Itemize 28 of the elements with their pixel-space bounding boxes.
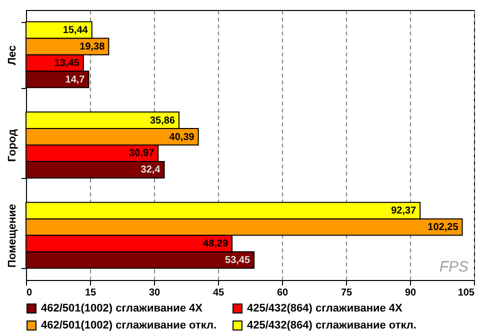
x-axis-title: FPS bbox=[439, 258, 468, 276]
data-label: 19,38 bbox=[80, 41, 106, 52]
x-tick-label: 15 bbox=[84, 288, 96, 298]
x-tick-label: 60 bbox=[276, 288, 288, 298]
x-tick-label: 0 bbox=[26, 288, 32, 298]
legend-label: 462/501(1002) сглаживание откл. bbox=[41, 320, 217, 332]
data-label: 32,4 bbox=[140, 164, 161, 176]
data-label: 92,37 bbox=[391, 206, 417, 217]
legend-label: 425/432(864) сглаживание 4X bbox=[247, 302, 404, 315]
x-tick-label: 90 bbox=[404, 288, 416, 298]
data-label: 48,29 bbox=[203, 238, 228, 250]
data-label: 35,86 bbox=[150, 115, 176, 126]
y-tick-label: Город bbox=[6, 129, 18, 162]
x-tick-label: 45 bbox=[212, 288, 224, 298]
data-label: 13,45 bbox=[54, 58, 80, 69]
legend-label: 462/501(1002) сглаживание 4X bbox=[41, 302, 204, 315]
data-label: 40,39 bbox=[169, 132, 195, 143]
data-label: 102,25 bbox=[428, 222, 459, 234]
data-label: 53,45 bbox=[225, 255, 250, 266]
x-tick-label: 105 bbox=[458, 288, 475, 298]
x-tick-label: 75 bbox=[340, 288, 352, 298]
legend-label: 425/432(864) сглаживание откл. bbox=[247, 320, 416, 332]
y-tick-label: Лес bbox=[6, 45, 18, 66]
data-label: 14,7 bbox=[65, 74, 86, 86]
data-label: 15,44 bbox=[62, 24, 88, 36]
x-tick-label: 30 bbox=[148, 288, 160, 298]
data-label: 30,97 bbox=[129, 148, 155, 160]
y-tick-label: Помещение bbox=[6, 204, 18, 268]
